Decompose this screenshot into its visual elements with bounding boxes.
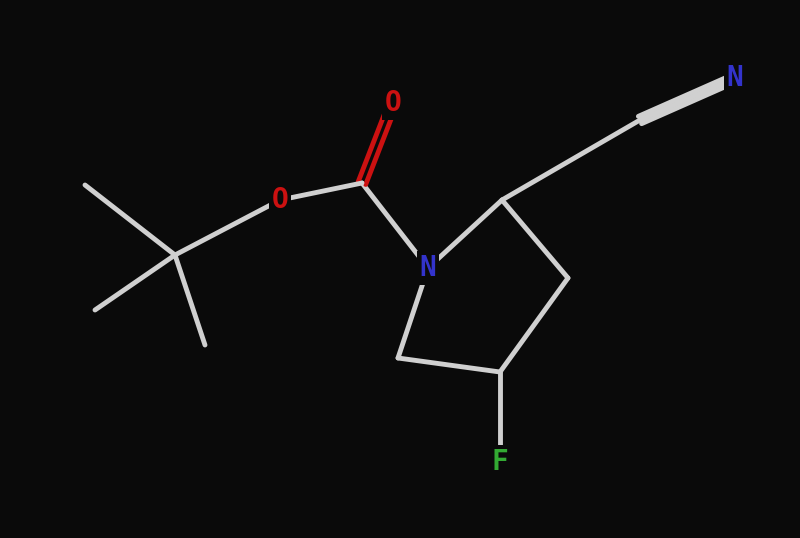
- Text: F: F: [492, 448, 508, 476]
- Text: N: N: [726, 64, 743, 92]
- Text: O: O: [385, 89, 402, 117]
- Text: N: N: [420, 254, 436, 282]
- Text: O: O: [272, 186, 288, 214]
